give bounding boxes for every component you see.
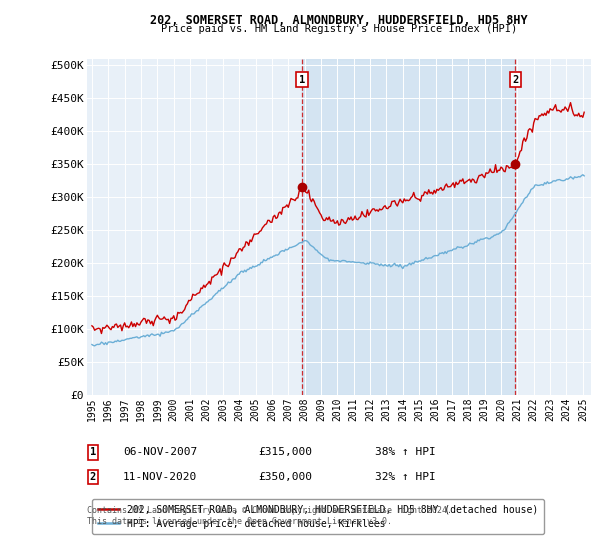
Text: 1: 1 [299,75,305,85]
Text: Price paid vs. HM Land Registry's House Price Index (HPI): Price paid vs. HM Land Registry's House … [161,24,517,34]
Text: 11-NOV-2020: 11-NOV-2020 [123,472,197,482]
Text: 202, SOMERSET ROAD, ALMONDBURY, HUDDERSFIELD, HD5 8HY: 202, SOMERSET ROAD, ALMONDBURY, HUDDERSF… [150,14,528,27]
Text: Contains HM Land Registry data © Crown copyright and database right 2024.
This d: Contains HM Land Registry data © Crown c… [87,506,452,526]
Text: £350,000: £350,000 [258,472,312,482]
Text: £315,000: £315,000 [258,447,312,458]
Bar [302,59,515,395]
Legend: 202, SOMERSET ROAD, ALMONDBURY, HUDDERSFIELD, HD5 8HY (detached house), HPI: Ave: 202, SOMERSET ROAD, ALMONDBURY, HUDDERSF… [92,499,544,534]
Text: 2: 2 [90,472,96,482]
Text: 06-NOV-2007: 06-NOV-2007 [123,447,197,458]
Text: 1: 1 [90,447,96,458]
Text: 2: 2 [512,75,518,85]
Text: 38% ↑ HPI: 38% ↑ HPI [375,447,436,458]
Text: 32% ↑ HPI: 32% ↑ HPI [375,472,436,482]
